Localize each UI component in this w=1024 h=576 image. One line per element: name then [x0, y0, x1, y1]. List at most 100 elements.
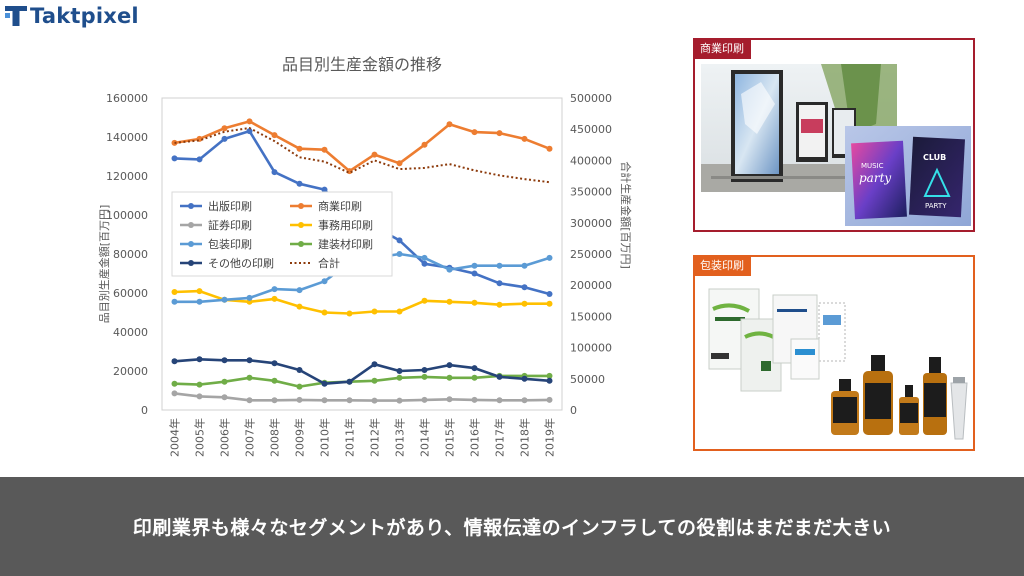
data-point: [196, 156, 203, 163]
x-tick-label: 2012年: [368, 418, 382, 457]
svg-text:PARTY: PARTY: [925, 202, 947, 210]
y-tick-label: 80000: [113, 248, 148, 261]
data-point: [496, 301, 503, 308]
data-point: [421, 297, 428, 304]
data-point: [396, 251, 403, 257]
data-point: [346, 378, 353, 385]
data-point: [196, 381, 203, 388]
data-point: [396, 368, 403, 374]
data-point: [321, 397, 328, 404]
series-line-事務用印刷: [174, 289, 550, 315]
data-point: [246, 357, 253, 364]
data-point: [296, 145, 303, 152]
footer-banner: 印刷業界も様々なセグメントがあり、情報伝達のインフラしての役割はまだまだ大きい: [0, 477, 1024, 576]
legend-label: 包装印刷: [208, 238, 252, 251]
series-line-合計: [174, 127, 550, 184]
data-point: [471, 299, 478, 306]
y-tick-label: 120000: [106, 170, 148, 183]
data-point: [421, 367, 428, 373]
data-point: [521, 300, 528, 307]
data-point: [271, 397, 278, 404]
data-point: [396, 374, 403, 381]
x-tick-label: 2010年: [318, 418, 332, 457]
data-point: [471, 129, 478, 136]
packaging-printing-label: 包装印刷: [693, 255, 751, 276]
data-point: [321, 278, 328, 285]
x-tick-label: 2011年: [343, 418, 357, 457]
data-point: [271, 360, 278, 367]
legend-marker: [298, 203, 304, 209]
legend-label: 合計: [318, 256, 340, 270]
x-tick-label: 2013年: [393, 418, 407, 457]
data-point: [446, 396, 453, 403]
x-tick-label: 2016年: [468, 418, 482, 457]
data-point: [421, 254, 428, 261]
data-point: [296, 396, 303, 403]
legend-label: 出版印刷: [208, 199, 252, 213]
data-point: [471, 374, 478, 381]
legend-marker: [188, 203, 194, 209]
data-point: [221, 125, 228, 132]
y-tick-label: 100000: [106, 209, 148, 222]
data-point: [521, 397, 528, 404]
data-point: [221, 135, 228, 142]
data-point: [246, 118, 253, 125]
data-point: [171, 289, 178, 295]
data-point: [371, 151, 378, 158]
data-point: [521, 375, 528, 382]
data-point: [546, 254, 553, 261]
data-point: [171, 358, 178, 365]
plot-area: [161, 97, 563, 411]
data-point: [446, 298, 453, 305]
production-value-chart: 品目別生産金額の推移 0 20000 40000 60000 80000 100000 120…: [97, 55, 633, 457]
data-point: [321, 186, 328, 193]
x-tick-label: 2018年: [518, 418, 532, 457]
data-point: [246, 397, 253, 404]
legend-box: [171, 191, 393, 277]
y2-tick-label: 250000: [570, 248, 612, 261]
x-tick-label: 2019年: [543, 418, 557, 457]
x-tick-label: 2017年: [493, 418, 507, 457]
series-line-証券印刷: [174, 392, 550, 402]
data-point: [521, 135, 528, 142]
data-point: [196, 298, 203, 305]
data-point: [546, 291, 553, 297]
series-line-その他の印刷: [174, 357, 550, 386]
legend-label: 事務用印刷: [318, 218, 373, 232]
data-point: [546, 300, 553, 307]
commercial-printing-panel: 商業印刷: [693, 38, 975, 232]
data-point: [296, 180, 303, 187]
x-tick-label: 2007年: [243, 418, 257, 457]
data-point: [346, 310, 353, 317]
x-tick-label: 2015年: [443, 418, 457, 457]
data-point: [421, 260, 428, 267]
series-line-商業印刷: [174, 120, 550, 173]
y2-axis-label: 合計生産金額[百万円]: [619, 161, 633, 269]
data-point: [296, 287, 303, 294]
data-point: [471, 396, 478, 403]
x-tick-label: 2008年: [268, 418, 282, 457]
data-point: [321, 380, 328, 387]
y-axis-label: 品目別生産金額[百万円]: [97, 205, 111, 324]
packaging-products-photo: [701, 279, 969, 447]
y2-tick-label: 500000: [570, 92, 612, 105]
svg-text:CLUB: CLUB: [923, 153, 946, 162]
data-point: [546, 377, 553, 384]
y2-tick-label: 200000: [570, 279, 612, 292]
data-point: [296, 383, 303, 390]
data-point: [246, 294, 253, 301]
data-point: [471, 365, 478, 372]
data-point: [446, 121, 453, 128]
data-point: [246, 128, 253, 135]
svg-text:MUSIC: MUSIC: [861, 162, 884, 170]
y-tick-label: 60000: [113, 287, 148, 300]
data-point: [471, 270, 478, 277]
data-point: [296, 303, 303, 310]
series-line-建装材印刷: [174, 374, 550, 388]
brand-name: Taktpixel: [30, 4, 139, 28]
y2-tick-label: 150000: [570, 310, 612, 323]
svg-text:party: party: [859, 171, 891, 185]
data-point: [196, 288, 203, 295]
data-point: [221, 378, 228, 385]
data-point: [471, 262, 478, 269]
